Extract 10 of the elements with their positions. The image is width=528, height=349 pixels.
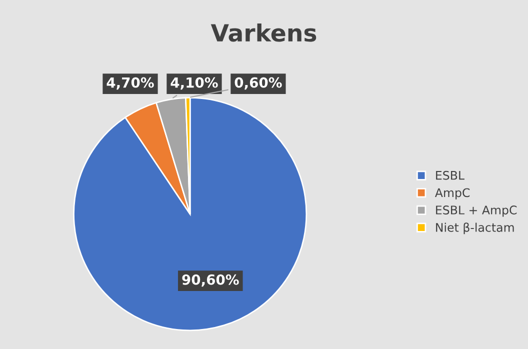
- legend-label: ESBL + AmpC: [436, 206, 517, 217]
- data-label: 0,60%: [234, 77, 282, 90]
- pie-slice: [73, 97, 308, 332]
- legend-label: Niet β-lactam: [436, 222, 514, 234]
- data-label: 4,70%: [106, 77, 154, 90]
- data-label: 4,10%: [170, 77, 218, 90]
- legend-label: AmpC: [434, 188, 470, 200]
- legend-label: ESBL: [436, 170, 464, 180]
- chart-title: Varkens: [210, 23, 316, 42]
- data-label: 90,60%: [182, 274, 239, 287]
